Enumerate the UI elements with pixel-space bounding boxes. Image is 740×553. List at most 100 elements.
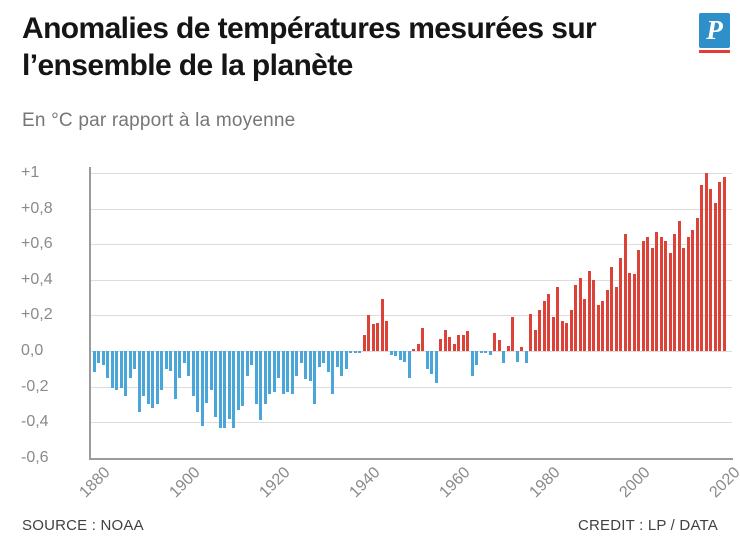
bar-1993 <box>601 301 604 351</box>
chart-subtitle: En °C par rapport à la moyenne <box>22 110 296 131</box>
y-axis-tick-label: -0,6 <box>21 448 49 466</box>
bar-1984 <box>560 320 564 351</box>
bar-1903 <box>196 351 199 412</box>
bar-2011 <box>682 247 685 351</box>
x-axis-tick-label: 2020 <box>706 464 740 502</box>
bar-1933 <box>331 351 334 394</box>
bar-1925 <box>295 351 298 376</box>
bar-1980 <box>542 301 546 351</box>
page-title-line1: Anomalies de températures mesurées sur <box>22 12 597 45</box>
gridline <box>90 173 732 174</box>
bar-1880 <box>92 351 96 373</box>
bar-2019 <box>718 181 721 351</box>
bar-1952 <box>416 343 420 351</box>
x-axis-tick-label: 1940 <box>346 464 385 502</box>
le-parisien-logo-underline <box>699 50 730 53</box>
bar-1893 <box>151 351 154 408</box>
bar-1889 <box>133 351 136 369</box>
bar-1992 <box>596 304 600 351</box>
bar-1897 <box>169 351 172 371</box>
bar-2020 <box>722 176 726 351</box>
bar-1913 <box>241 351 244 407</box>
x-axis-tick-label: 1920 <box>256 464 295 502</box>
bar-1895 <box>160 351 163 391</box>
credit-label: CREDIT : LP / DATA <box>577 517 718 534</box>
bar-1909 <box>223 351 226 428</box>
bar-1901 <box>187 351 190 376</box>
bar-1927 <box>304 351 307 380</box>
gridline <box>90 279 732 281</box>
bar-1943 <box>376 322 379 351</box>
bar-1974 <box>515 351 519 362</box>
source-label: SOURCE : NOAA <box>22 517 144 534</box>
bar-2015 <box>700 185 703 351</box>
bar-1884 <box>110 351 114 389</box>
bar-1934 <box>335 351 339 368</box>
bar-2002 <box>641 240 645 351</box>
x-axis-line <box>89 458 733 460</box>
bar-1948 <box>398 351 402 360</box>
x-axis-tick-label: 1960 <box>436 464 475 502</box>
bar-1996 <box>614 286 618 351</box>
bar-1970 <box>497 340 501 351</box>
bar-2014 <box>695 217 699 351</box>
bar-1944 <box>380 299 384 351</box>
bar-1885 <box>115 351 118 391</box>
bar-1950 <box>407 351 411 378</box>
bar-1973 <box>511 317 514 351</box>
bar-1905 <box>205 351 208 403</box>
gridline <box>90 208 732 210</box>
y-axis-tick-label: +0,2 <box>21 306 53 324</box>
bar-1892 <box>146 351 150 405</box>
bar-1931 <box>322 351 325 364</box>
bar-1978 <box>533 329 537 351</box>
bar-1929 <box>313 351 316 405</box>
bar-1937 <box>349 351 352 353</box>
bar-1964 <box>470 351 474 376</box>
bar-1912 <box>236 351 240 410</box>
bar-1887 <box>124 351 127 396</box>
x-axis-tick-label: 2000 <box>616 464 655 502</box>
bar-1960 <box>452 343 456 351</box>
bar-1935 <box>340 351 343 376</box>
bar-2016 <box>704 173 708 351</box>
bar-1914 <box>245 351 249 376</box>
bar-2009 <box>673 233 676 351</box>
bar-2018 <box>713 203 717 351</box>
bar-1917 <box>259 351 262 421</box>
bar-1972 <box>506 345 510 351</box>
bar-1910 <box>227 351 231 419</box>
bar-2007 <box>664 240 667 351</box>
bar-1997 <box>619 258 622 351</box>
bar-1883 <box>106 351 109 378</box>
bar-1971 <box>502 351 505 364</box>
bar-1923 <box>286 351 289 392</box>
bar-1932 <box>326 351 330 373</box>
bar-1989 <box>583 299 586 351</box>
bar-1986 <box>569 310 573 351</box>
bar-1953 <box>421 327 424 351</box>
bar-1963 <box>466 331 469 351</box>
y-axis-tick-label: +1 <box>21 164 40 181</box>
bar-1898 <box>173 351 177 400</box>
bar-1982 <box>551 317 555 351</box>
bar-1976 <box>524 351 528 364</box>
bar-1906 <box>209 351 213 391</box>
bar-1891 <box>142 351 145 396</box>
bar-1924 <box>290 351 294 394</box>
bar-1951 <box>412 349 415 351</box>
bar-2000 <box>632 274 636 351</box>
bar-1930 <box>317 351 321 368</box>
bar-1882 <box>101 351 105 366</box>
bar-1969 <box>493 333 496 351</box>
le-parisien-logo: P <box>699 13 730 48</box>
bar-1940 <box>362 334 366 351</box>
gridline <box>90 386 732 388</box>
bar-2017 <box>709 189 712 351</box>
y-axis-tick-label: +0,8 <box>21 199 53 217</box>
bar-1907 <box>214 351 217 417</box>
bar-1975 <box>520 347 523 351</box>
bar-1936 <box>344 351 348 369</box>
bar-1886 <box>119 351 123 389</box>
